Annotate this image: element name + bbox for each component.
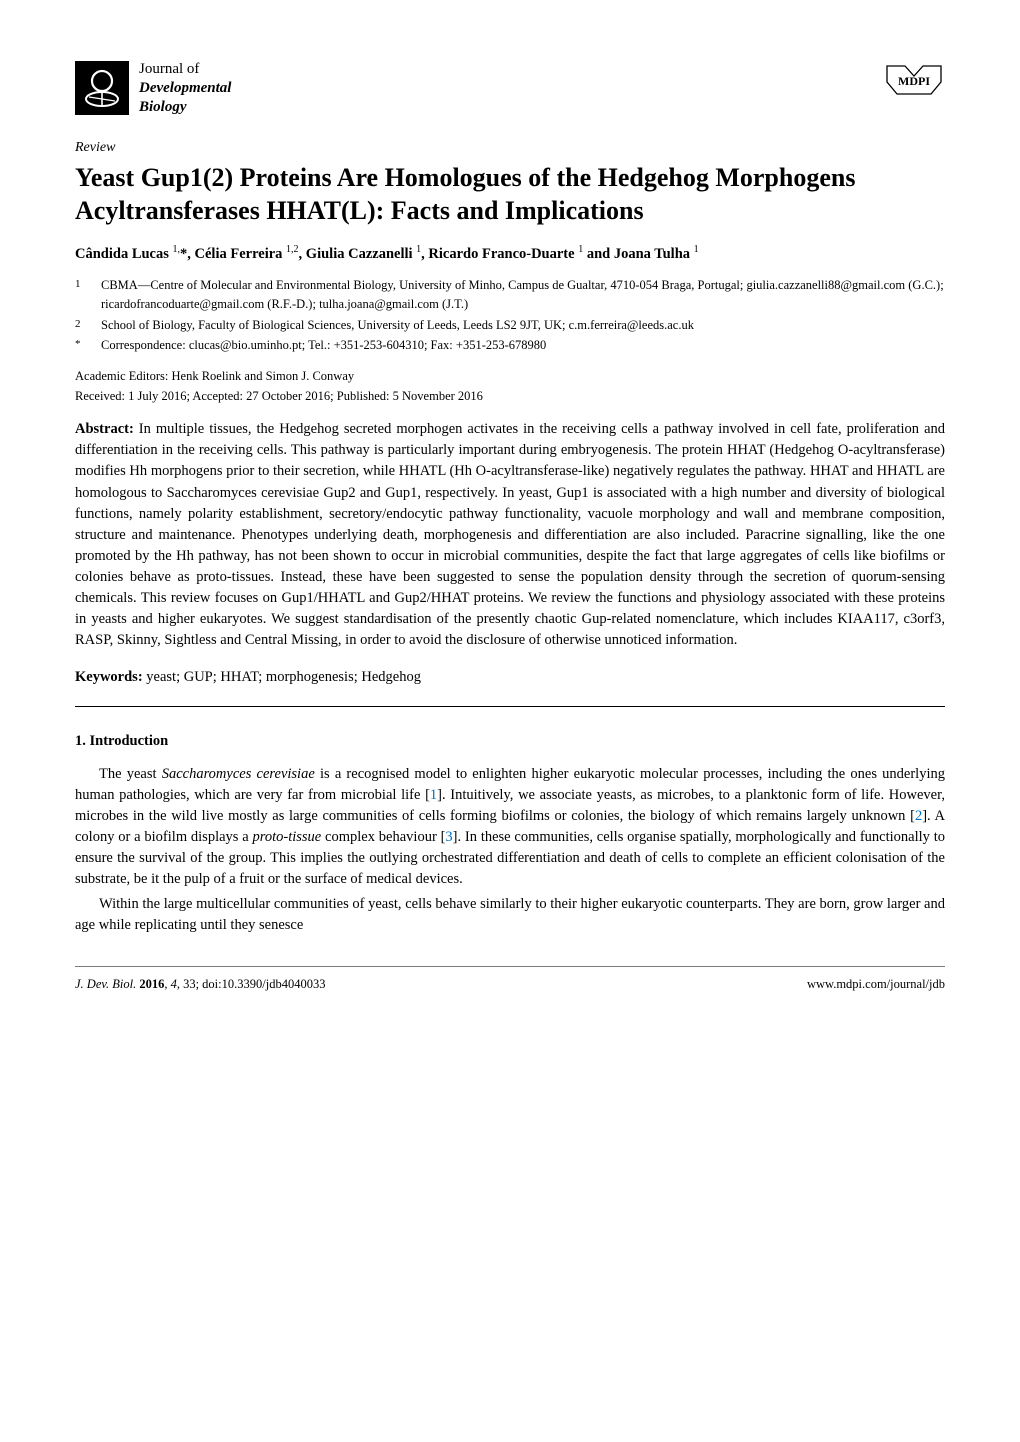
intro-paragraph-2: Within the large multicellular communiti… (75, 894, 945, 936)
journal-name: Journal of Developmental Biology (139, 60, 231, 116)
affiliation-item: 1 CBMA—Centre of Molecular and Environme… (75, 276, 945, 314)
academic-editors: Academic Editors: Henk Roelink and Simon… (75, 367, 945, 385)
section-divider (75, 706, 945, 707)
affiliations: 1 CBMA—Centre of Molecular and Environme… (75, 276, 945, 355)
article-title: Yeast Gup1(2) Proteins Are Homologues of… (75, 161, 945, 228)
journal-line2: Developmental (139, 79, 231, 98)
p1-text: complex behaviour [ (321, 829, 445, 845)
section-heading: 1. Introduction (75, 731, 945, 752)
affil-marker: 2 (75, 316, 87, 335)
keywords-label: Keywords: (75, 669, 143, 685)
p1-text: The yeast (99, 766, 162, 782)
affil-text: CBMA—Centre of Molecular and Environment… (101, 276, 945, 314)
page-header: Journal of Developmental Biology MDPI (75, 60, 945, 116)
abstract-label: Abstract: (75, 421, 134, 437)
affil-marker: * (75, 336, 87, 355)
page-footer: J. Dev. Biol. 2016, 4, 33; doi:10.3390/j… (75, 966, 945, 993)
journal-logo-icon (75, 61, 129, 115)
svg-text:MDPI: MDPI (898, 74, 930, 88)
affiliation-item: * Correspondence: clucas@bio.uminho.pt; … (75, 336, 945, 355)
abstract-text: In multiple tissues, the Hedgehog secret… (75, 421, 945, 647)
footer-right[interactable]: www.mdpi.com/journal/jdb (807, 975, 945, 993)
p1-ital2: proto-tissue (253, 829, 322, 845)
affil-text: Correspondence: clucas@bio.uminho.pt; Te… (101, 336, 945, 355)
mdpi-logo-icon: MDPI (883, 60, 945, 100)
journal-line1: Journal of (139, 60, 231, 79)
journal-line3: Biology (139, 98, 231, 117)
keywords: Keywords: yeast; GUP; HHAT; morphogenesi… (75, 667, 945, 688)
journal-block: Journal of Developmental Biology (75, 60, 231, 116)
footer-left: J. Dev. Biol. 2016, 4, 33; doi:10.3390/j… (75, 975, 325, 993)
author-list: Cândida Lucas 1,*, Célia Ferreira 1,2, G… (75, 243, 945, 264)
article-type: Review (75, 138, 945, 158)
citation-link[interactable]: 3 (445, 829, 452, 845)
affil-text: School of Biology, Faculty of Biological… (101, 316, 945, 335)
p1-ital: Saccharomyces cerevisiae (162, 766, 315, 782)
affil-marker: 1 (75, 276, 87, 314)
page-container: Journal of Developmental Biology MDPI Re… (0, 0, 1020, 1033)
article-dates: Received: 1 July 2016; Accepted: 27 Octo… (75, 387, 945, 405)
affiliation-item: 2 School of Biology, Faculty of Biologic… (75, 316, 945, 335)
abstract: Abstract: In multiple tissues, the Hedge… (75, 419, 945, 650)
keywords-text: yeast; GUP; HHAT; morphogenesis; Hedgeho… (143, 669, 421, 685)
intro-paragraph-1: The yeast Saccharomyces cerevisiae is a … (75, 764, 945, 890)
